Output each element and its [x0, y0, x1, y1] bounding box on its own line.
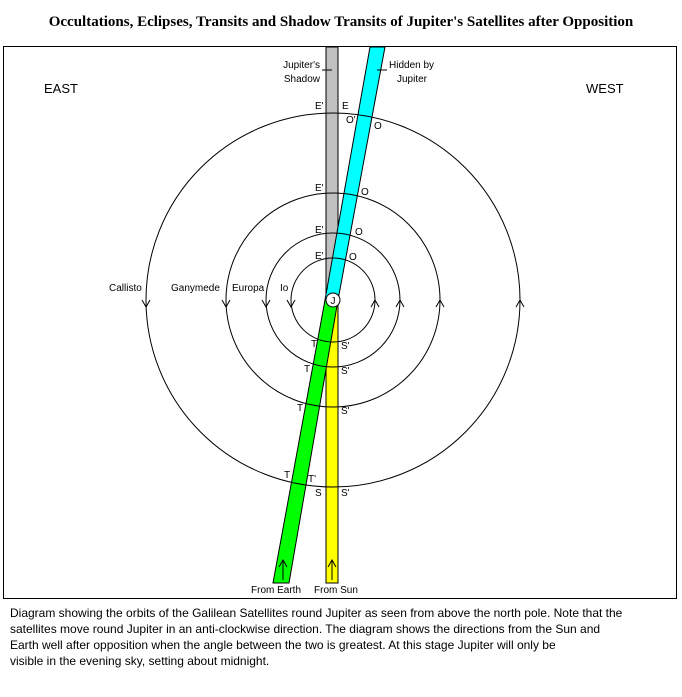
satellite-label-europa: Europa [232, 283, 265, 294]
earth-arrow-icon [278, 558, 288, 580]
ganymede-transit-start: T [297, 403, 303, 414]
ganymede-eclipse-start: E' [315, 183, 324, 194]
arrow-up-icon [395, 298, 405, 308]
diagram-frame [3, 46, 677, 599]
europa-shadow-end: S' [341, 366, 350, 377]
callisto-transit-start: T [284, 470, 290, 481]
caption-line: Earth well after opposition when the ang… [10, 638, 556, 652]
arrow-up-icon [370, 298, 380, 308]
from-earth-label: From Earth [251, 585, 301, 596]
sun-arrow-icon [327, 558, 337, 580]
orbit-diagram: J EAST WEST Jupiter's Shadow Hidden by J… [44, 46, 624, 596]
callisto-occultation-end: O [374, 121, 382, 132]
arrow-down-icon [141, 299, 151, 309]
satellite-label-ganymede: Ganymede [171, 283, 220, 294]
ganymede-shadow-end: S' [341, 406, 350, 417]
callisto-shadow-start: S [315, 488, 322, 499]
beam-arrows [278, 558, 337, 580]
satellite-label-io: Io [280, 283, 289, 294]
jupiter-label: J [331, 296, 336, 307]
europa-occultation-end: O [355, 227, 363, 238]
callisto-eclipse-start: E' [315, 101, 324, 112]
orbit-direction-arrows [141, 298, 525, 309]
io-eclipse-start: E' [315, 251, 324, 262]
satellite-label-callisto: Callisto [109, 283, 142, 294]
caption-line: Diagram showing the orbits of the Galile… [10, 606, 623, 620]
arrow-down-icon [261, 299, 271, 309]
east-label: EAST [44, 81, 78, 96]
hidden-label-line1: Hidden by [389, 60, 434, 71]
ganymede-occultation-end: O [361, 187, 369, 198]
shadow-label-line1: Jupiter's [283, 60, 320, 71]
io-occultation-end: O [349, 252, 357, 263]
arrow-up-icon [515, 298, 525, 308]
arrow-down-icon [286, 299, 296, 309]
callisto-shadow-end: S' [341, 488, 350, 499]
caption-line: visible in the evening sky, setting abou… [10, 654, 270, 668]
callisto-occultation-start: O' [346, 115, 356, 126]
jupiter [325, 292, 341, 308]
diagram-caption: Diagram showing the orbits of the Galile… [10, 605, 675, 669]
arrow-up-icon [435, 298, 445, 308]
europa-transit-start: T [304, 364, 310, 375]
shadow-label-line2: Shadow [284, 74, 321, 85]
callisto-eclipse-end: E [342, 101, 349, 112]
caption-line: satellites move round Jupiter in an anti… [10, 622, 601, 636]
callisto-transit-end: T' [308, 474, 316, 485]
hidden-label-line2: Jupiter [397, 74, 428, 85]
event-labels: E' E O' O E' O E' O E' O T S' T S' T S' … [284, 101, 382, 499]
io-transit-start: T [311, 339, 317, 350]
io-shadow-end: S' [341, 341, 350, 352]
diagram-title: Occultations, Eclipses, Transits and Sha… [48, 14, 634, 30]
arrow-down-icon [221, 299, 231, 309]
from-sun-label: From Sun [314, 585, 358, 596]
europa-eclipse-start: E' [315, 225, 324, 236]
west-label: WEST [586, 81, 624, 96]
